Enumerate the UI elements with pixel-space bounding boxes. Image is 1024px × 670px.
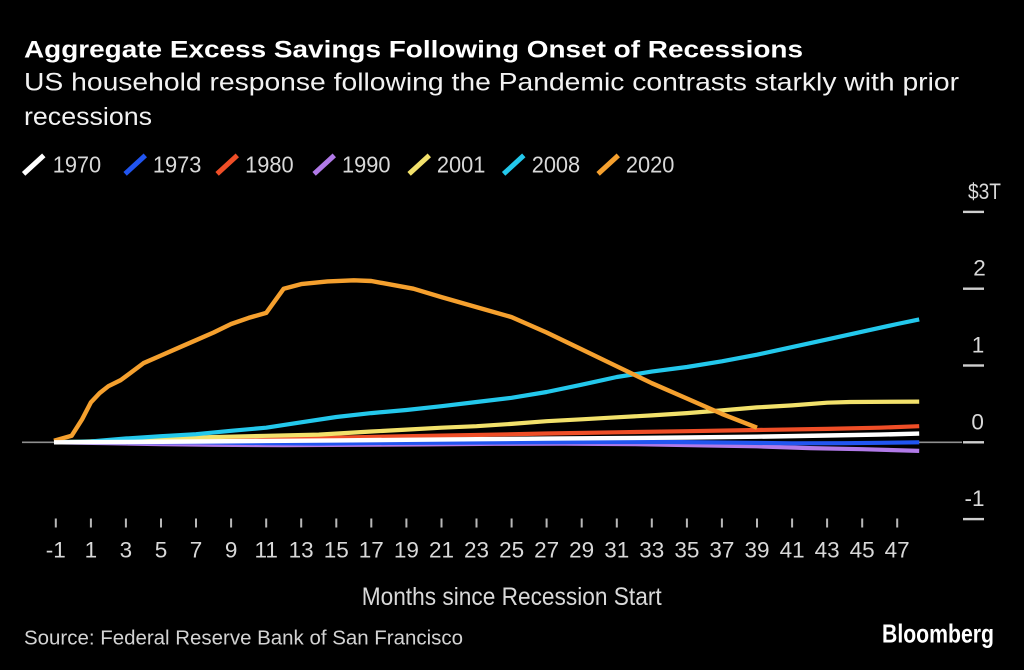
svg-text:23: 23 — [464, 537, 489, 562]
svg-text:33: 33 — [639, 537, 664, 562]
svg-text:7: 7 — [190, 537, 203, 562]
svg-text:1980: 1980 — [245, 151, 294, 177]
svg-text:1973: 1973 — [153, 151, 202, 177]
svg-text:19: 19 — [394, 537, 419, 562]
svg-text:31: 31 — [604, 537, 629, 562]
svg-text:5: 5 — [155, 537, 168, 562]
svg-text:29: 29 — [569, 537, 594, 562]
svg-text:25: 25 — [499, 537, 524, 562]
svg-text:9: 9 — [225, 537, 238, 562]
svg-text:2008: 2008 — [532, 151, 581, 177]
svg-text:39: 39 — [744, 537, 769, 562]
svg-text:2: 2 — [973, 256, 986, 281]
svg-text:-1: -1 — [46, 537, 66, 562]
svg-text:2020: 2020 — [626, 151, 675, 177]
svg-text:15: 15 — [324, 537, 349, 562]
svg-text:45: 45 — [850, 537, 875, 562]
svg-text:3: 3 — [120, 537, 133, 562]
svg-text:1: 1 — [972, 333, 985, 358]
svg-text:47: 47 — [885, 537, 910, 562]
svg-text:35: 35 — [674, 537, 699, 562]
svg-text:1: 1 — [85, 537, 98, 562]
svg-text:0: 0 — [971, 409, 984, 434]
svg-text:27: 27 — [534, 537, 559, 562]
svg-text:US household response followin: US household response following the Pand… — [24, 69, 959, 97]
svg-text:21: 21 — [429, 537, 454, 562]
svg-text:1970: 1970 — [53, 151, 101, 177]
svg-text:41: 41 — [780, 537, 805, 562]
svg-text:Source: Federal Reserve Bank o: Source: Federal Reserve Bank of San Fran… — [24, 628, 463, 650]
svg-text:13: 13 — [289, 537, 314, 562]
svg-text:Aggregate Excess Savings Follo: Aggregate Excess Savings Following Onset… — [24, 36, 803, 63]
svg-text:$3T: $3T — [968, 179, 1001, 204]
svg-text:17: 17 — [359, 537, 384, 562]
svg-text:1990: 1990 — [342, 151, 391, 177]
svg-text:recessions: recessions — [24, 103, 152, 131]
svg-text:11: 11 — [255, 537, 278, 562]
svg-text:Months since Recession Start: Months since Recession Start — [362, 583, 662, 611]
svg-text:2001: 2001 — [437, 151, 486, 177]
svg-text:43: 43 — [815, 537, 840, 562]
svg-text:Bloomberg: Bloomberg — [882, 619, 994, 649]
svg-text:-1: -1 — [964, 486, 984, 511]
svg-text:37: 37 — [709, 537, 734, 562]
